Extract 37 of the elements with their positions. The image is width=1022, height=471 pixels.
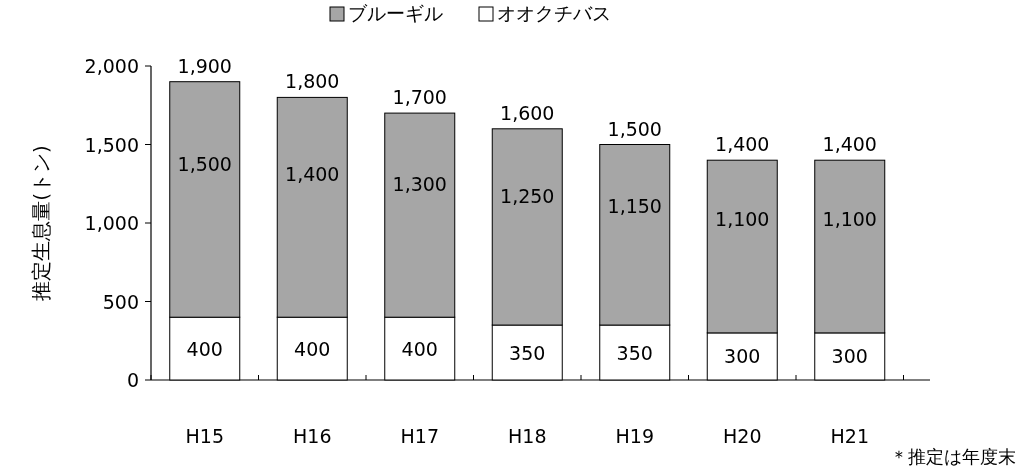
data-label: 400 [186,337,223,360]
data-label: 400 [401,337,438,360]
x-tick-label: H20 [723,425,762,447]
data-label: 300 [831,345,868,368]
total-label: 1,400 [822,133,877,156]
data-label: 1,100 [822,207,877,230]
y-axis-title: 推定生息量(トン) [29,145,53,301]
y-tick-label: 500 [102,290,139,313]
total-label: 1,900 [177,54,232,77]
total-label: 1,600 [500,101,555,124]
y-tick-label: 0 [126,369,139,391]
total-label: 1,500 [607,117,662,140]
legend-label: ブルーギル [348,2,443,24]
data-label: 350 [616,341,653,364]
data-label: 1,400 [285,162,340,185]
x-tick-label: H15 [185,425,224,447]
total-label: 1,700 [392,86,447,109]
x-tick-label: H18 [508,425,547,447]
total-label: 1,400 [715,133,770,156]
data-label: 300 [724,345,761,368]
data-label: 1,100 [715,207,770,230]
legend-label: オオクチバス [497,2,611,24]
data-label: 1,300 [392,172,447,195]
data-label: 400 [294,337,331,360]
text: ＊推定は年度末 [890,446,1016,467]
y-tick-label: 1,000 [84,212,139,234]
y-tick-label: 2,000 [84,55,139,77]
x-tick-label: H19 [615,425,654,447]
data-label: 350 [509,341,546,364]
data-label: 1,150 [607,195,662,218]
x-tick-label: H16 [293,425,332,447]
x-tick-label: H17 [400,425,439,447]
x-tick-label: H21 [830,425,869,447]
y-tick-label: 1,500 [84,133,139,156]
data-label: 1,500 [177,153,232,176]
total-label: 1,800 [285,70,340,93]
data-label: 1,250 [500,185,555,208]
